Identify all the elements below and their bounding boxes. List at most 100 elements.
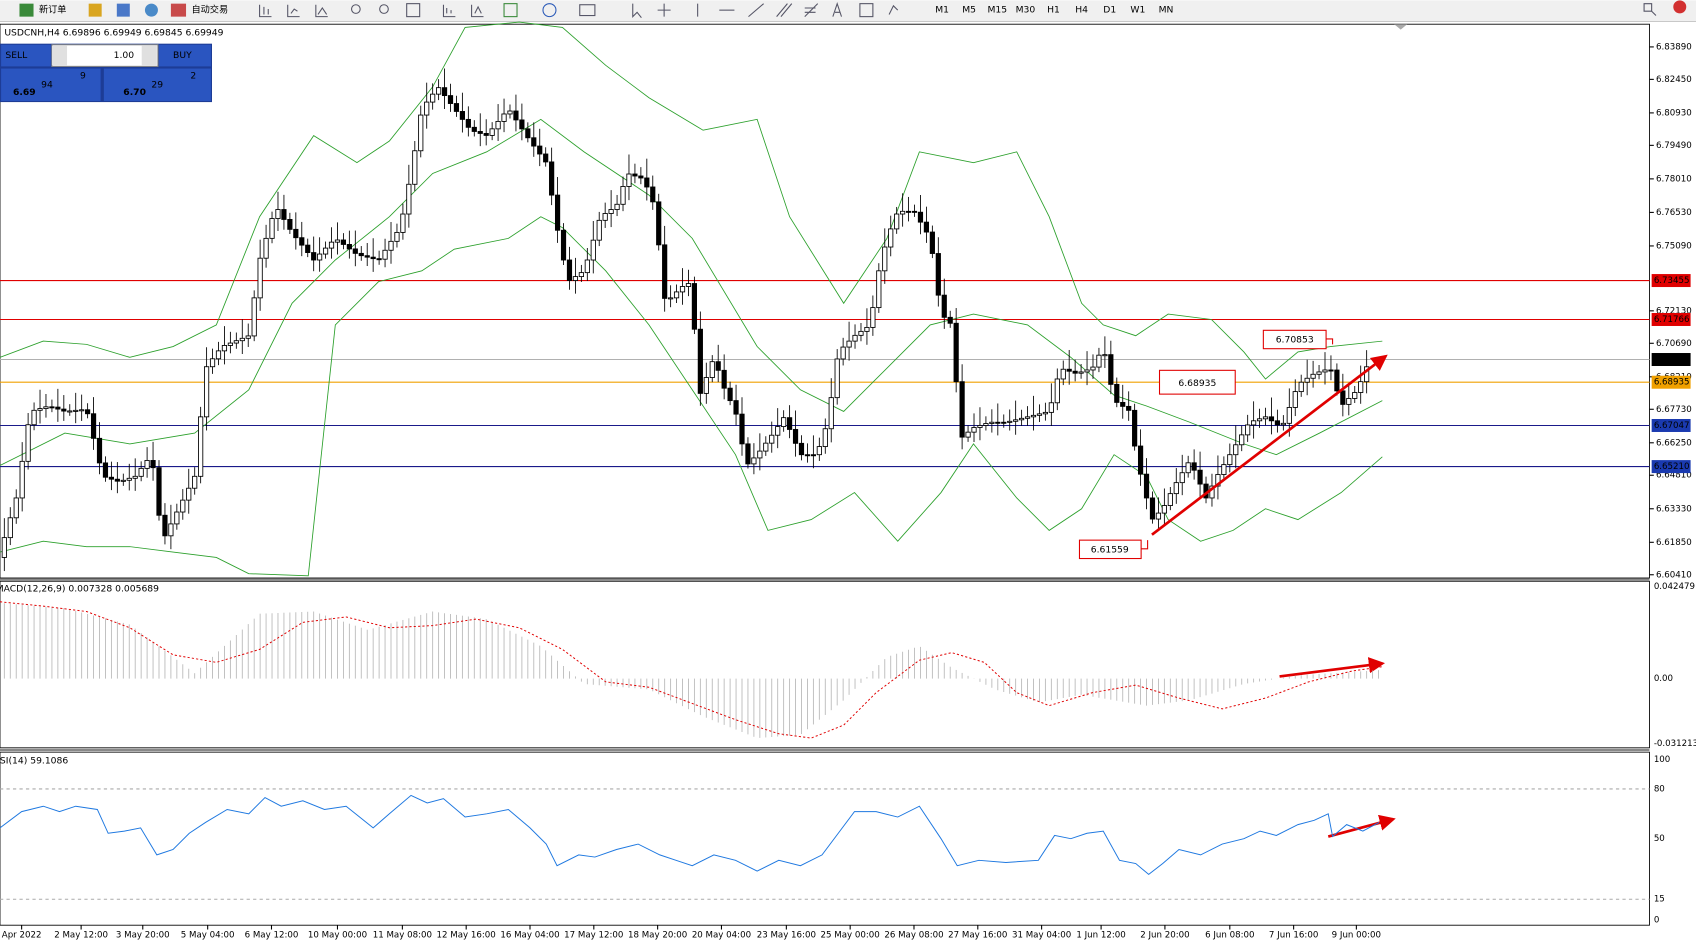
price-axis-label: 6.67730 <box>1656 405 1692 415</box>
rsi-axis-label: 0 <box>1654 915 1660 925</box>
time-axis-label: 26 May 08:00 <box>884 930 943 940</box>
candle-body <box>501 113 507 122</box>
channel-tool[interactable] <box>776 3 793 17</box>
new-order-icon[interactable] <box>19 3 34 17</box>
sell-price-box[interactable] <box>1 68 101 101</box>
text-tool[interactable] <box>832 1 843 17</box>
candle-body <box>317 253 323 261</box>
timeframe-button[interactable]: M15 <box>987 5 1007 16</box>
price-axis-label: 6.61850 <box>1656 538 1692 548</box>
candle-body <box>192 475 198 489</box>
candle-body <box>412 150 418 185</box>
crosshair-tool[interactable] <box>657 3 671 17</box>
rsi-line <box>0 794 1380 875</box>
candle-body <box>394 231 400 242</box>
time-axis-label: 31 May 04:00 <box>1012 930 1071 940</box>
toolbar-icon[interactable] <box>442 4 456 18</box>
auto-trading-button[interactable]: 自动交易 <box>191 4 228 16</box>
notification-badge[interactable] <box>1673 0 1687 14</box>
trend-arrow <box>1327 814 1396 838</box>
bollinger-middle <box>0 118 1383 466</box>
level-label-box <box>1651 419 1691 432</box>
candle-body <box>935 253 941 296</box>
candle-body <box>876 270 882 309</box>
lot-value[interactable]: 1.00 <box>114 50 135 61</box>
arrows-tool[interactable] <box>888 4 899 15</box>
toolbar-icon[interactable] <box>287 4 300 18</box>
zoom-out[interactable] <box>379 4 389 14</box>
buy-price-box[interactable] <box>103 68 211 101</box>
rsi-axis-label: 15 <box>1654 895 1665 905</box>
candle-body <box>543 153 549 163</box>
buy-label[interactable]: BUY <box>173 50 192 61</box>
candle-body <box>305 244 311 253</box>
candle-body <box>108 476 115 480</box>
toolbar-icon[interactable] <box>144 3 158 17</box>
candle-body <box>79 409 85 412</box>
candle-body <box>1042 411 1048 415</box>
annotation: 6.68935 <box>1178 378 1216 389</box>
level-label: 6.65210 <box>1654 462 1690 472</box>
candle-body <box>1310 373 1316 379</box>
candle-body <box>834 358 840 399</box>
timeframe-button[interactable]: MN <box>1159 5 1174 16</box>
lot-increase[interactable] <box>141 45 157 66</box>
sell-button[interactable] <box>1 44 51 67</box>
candle-body <box>221 345 228 352</box>
label-tool[interactable] <box>859 3 874 18</box>
toolbar-icon[interactable] <box>259 4 272 18</box>
timeframe-button[interactable]: H4 <box>1075 5 1088 16</box>
candle-body <box>227 342 233 346</box>
time-axis-label: 7 Jun 16:00 <box>1269 930 1318 940</box>
sell-label[interactable]: SELL <box>5 50 28 61</box>
periods[interactable] <box>542 3 557 18</box>
templates[interactable] <box>579 4 596 17</box>
timeframe-button[interactable]: M30 <box>1016 5 1036 16</box>
toolbar-icon[interactable] <box>315 4 328 18</box>
candle-body <box>1 537 7 558</box>
candle-body <box>55 406 61 410</box>
lot-decrease[interactable] <box>51 45 68 66</box>
toolbar-icon[interactable] <box>88 3 102 17</box>
candle-body <box>781 417 787 428</box>
search-icon[interactable] <box>1643 3 1657 16</box>
timeframe-button[interactable]: M1 <box>935 5 949 16</box>
candle-body <box>792 429 799 444</box>
candle-body <box>334 239 341 243</box>
candle-body <box>1001 421 1007 424</box>
timeframe-button[interactable]: D1 <box>1103 5 1116 16</box>
auto-trading-icon[interactable] <box>170 3 187 17</box>
candle-body <box>1030 414 1037 418</box>
candle-body <box>436 87 442 95</box>
toolbar-icon[interactable] <box>116 3 130 17</box>
indicators[interactable] <box>503 3 518 18</box>
timeframe-button[interactable]: H1 <box>1047 5 1060 16</box>
candle-body <box>685 283 692 287</box>
candle-body <box>102 462 109 478</box>
zoom-in[interactable] <box>350 4 361 14</box>
level-label-box <box>1651 460 1691 474</box>
candle-body <box>513 110 519 121</box>
level-label: 6.68935 <box>1654 378 1690 388</box>
buy-button[interactable] <box>159 44 211 67</box>
rsi-axis-label: 100 <box>1654 755 1671 765</box>
candle-body <box>941 294 947 318</box>
candle-body <box>495 120 501 130</box>
price-axis-label: 6.80930 <box>1656 108 1692 118</box>
candle-body <box>1078 371 1084 374</box>
timeframe-button[interactable]: M5 <box>962 5 976 16</box>
level-label-box <box>1651 313 1691 326</box>
new-order-button[interactable]: 新订单 <box>39 4 67 16</box>
candle-body <box>870 307 876 328</box>
timeframe-button[interactable]: W1 <box>1130 5 1145 16</box>
toolbar-icon[interactable] <box>471 4 484 18</box>
buy-price-big: 29 <box>151 79 163 90</box>
candle-body <box>1215 474 1221 487</box>
cursor-tool[interactable] <box>632 3 642 19</box>
fibo-tool[interactable] <box>804 3 819 18</box>
candle-body <box>983 423 989 426</box>
tile-windows[interactable] <box>406 3 421 18</box>
macd-axis-label: 0.042479 <box>1654 582 1695 592</box>
candle-body <box>1024 416 1031 419</box>
trendline-tool[interactable] <box>748 3 764 18</box>
